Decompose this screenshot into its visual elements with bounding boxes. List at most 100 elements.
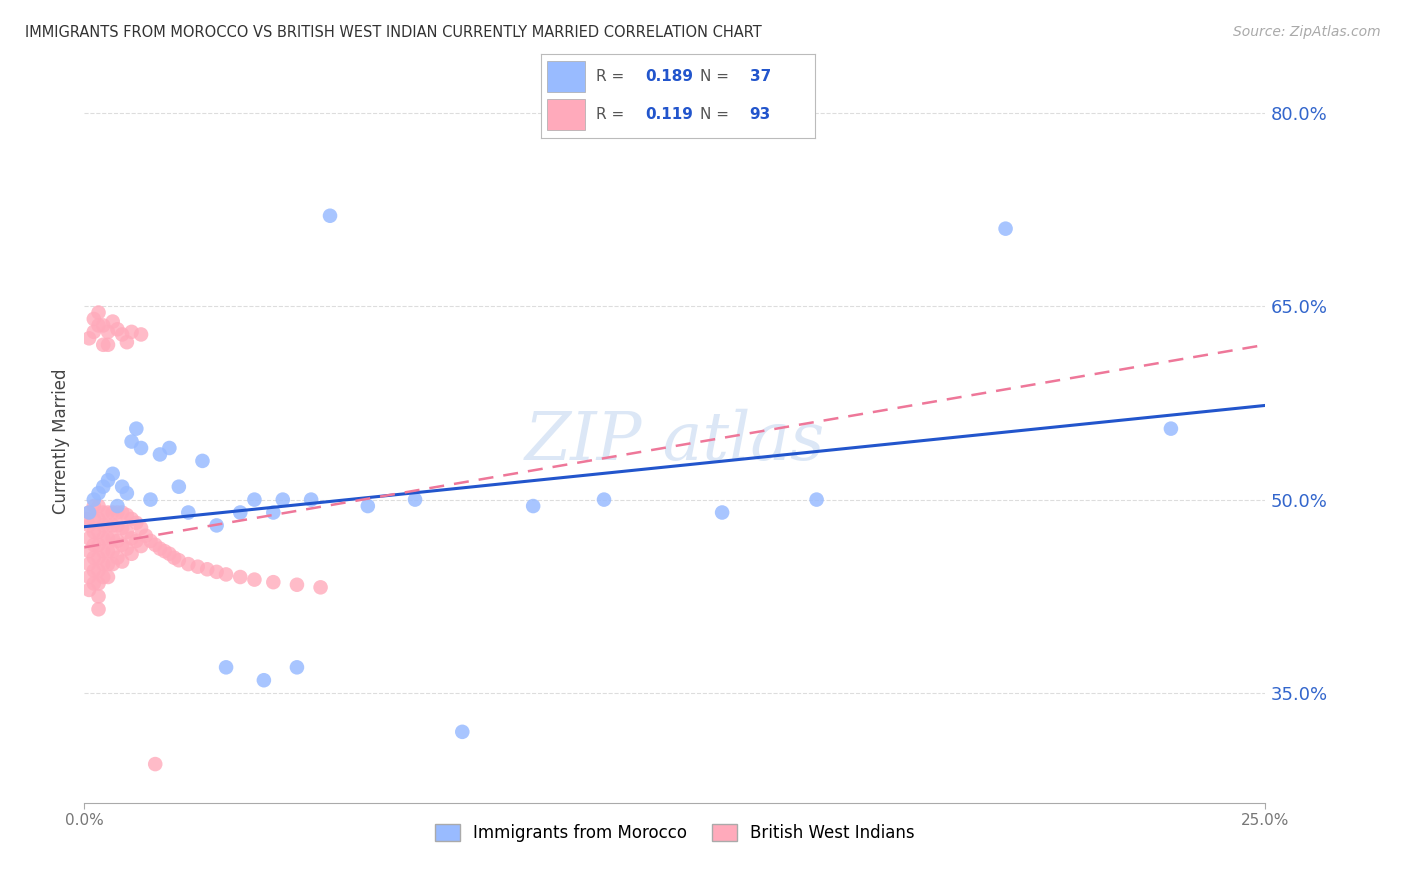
Point [262, 575, 284, 590]
Point [167, 553, 190, 567]
Point [135, 529, 157, 543]
Point [87, 524, 110, 539]
Text: Source: ZipAtlas.com: Source: ZipAtlas.com [1233, 25, 1381, 39]
Point [115, 486, 138, 500]
Point [77, 582, 100, 597]
Point [451, 724, 474, 739]
Point [107, 518, 129, 533]
Point [115, 508, 138, 522]
Point [115, 541, 138, 556]
Point [87, 590, 110, 604]
Point [87, 602, 110, 616]
Point [87, 538, 110, 552]
Point [319, 209, 342, 223]
Point [83, 564, 105, 578]
Bar [547, 62, 585, 92]
Point [87, 550, 110, 565]
Legend: Immigrants from Morocco, British West Indians: Immigrants from Morocco, British West In… [427, 817, 922, 848]
Point [97, 531, 120, 545]
Point [1160, 422, 1182, 436]
Point [101, 518, 124, 533]
Point [97, 544, 120, 558]
Point [129, 327, 152, 342]
Point [83, 576, 105, 591]
Point [139, 492, 162, 507]
Point [593, 492, 616, 507]
Point [87, 305, 110, 319]
Point [177, 506, 200, 520]
Text: N =: N = [700, 107, 730, 122]
Point [97, 557, 120, 571]
Point [101, 506, 124, 520]
Point [101, 314, 124, 328]
Point [309, 580, 332, 594]
Point [111, 480, 134, 494]
Point [87, 499, 110, 513]
Point [253, 673, 276, 688]
Point [111, 327, 134, 342]
Point [125, 422, 148, 436]
Point [83, 550, 105, 565]
Point [87, 486, 110, 500]
Point [97, 570, 120, 584]
Point [83, 524, 105, 539]
Point [107, 533, 129, 548]
Point [91, 557, 114, 571]
Point [87, 576, 110, 591]
Point [177, 557, 200, 571]
Text: 93: 93 [749, 107, 770, 122]
Point [77, 506, 100, 520]
Point [115, 524, 138, 539]
Point [77, 544, 100, 558]
Point [83, 499, 105, 513]
Text: 37: 37 [749, 69, 770, 84]
Point [77, 570, 100, 584]
Point [357, 499, 380, 513]
Point [167, 480, 190, 494]
Text: N =: N = [700, 69, 730, 84]
Point [229, 506, 252, 520]
Point [107, 322, 129, 336]
Point [87, 512, 110, 526]
Point [262, 506, 284, 520]
Point [271, 492, 294, 507]
Text: 0.119: 0.119 [645, 107, 693, 122]
Text: R =: R = [596, 69, 624, 84]
Text: R =: R = [596, 107, 624, 122]
Point [87, 564, 110, 578]
Point [115, 335, 138, 350]
Point [77, 518, 100, 533]
Point [806, 492, 828, 507]
Point [205, 518, 228, 533]
Point [229, 570, 252, 584]
Point [121, 434, 143, 449]
Point [77, 557, 100, 571]
Point [77, 531, 100, 545]
Point [157, 547, 180, 561]
Point [215, 567, 238, 582]
Point [129, 441, 152, 455]
Point [111, 538, 134, 552]
Point [149, 447, 172, 461]
Point [205, 565, 228, 579]
Y-axis label: Currently Married: Currently Married [52, 368, 70, 515]
Point [243, 492, 266, 507]
Point [149, 541, 172, 556]
Point [125, 516, 148, 530]
Point [76, 512, 98, 526]
Point [285, 660, 308, 674]
Point [129, 539, 152, 553]
Point [522, 499, 544, 513]
Point [83, 492, 105, 507]
Point [299, 492, 322, 507]
Point [711, 506, 734, 520]
Point [157, 441, 180, 455]
Point [101, 544, 124, 558]
Text: IMMIGRANTS FROM MOROCCO VS BRITISH WEST INDIAN CURRENTLY MARRIED CORRELATION CHA: IMMIGRANTS FROM MOROCCO VS BRITISH WEST … [25, 25, 762, 40]
Point [97, 473, 120, 487]
Point [195, 562, 218, 576]
Point [121, 512, 143, 526]
Point [91, 506, 114, 520]
Point [101, 557, 124, 571]
Text: 0.189: 0.189 [645, 69, 693, 84]
